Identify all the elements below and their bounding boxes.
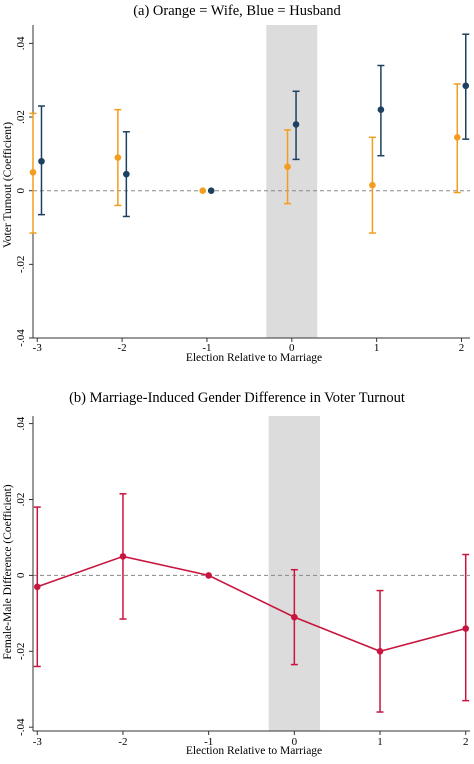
panel-a-y-tick-label: .04 (15, 36, 27, 50)
panel-a-y-tick-label: -.04 (15, 329, 27, 347)
panel-b-x-tick-label: 0 (292, 736, 298, 748)
panel-a-data-point (377, 106, 385, 113)
panel-b-x-tick-label: -3 (33, 736, 43, 748)
panel-b-data-point (462, 625, 470, 632)
panel-a-data-point (29, 168, 37, 176)
panel-a-x-tick-label: 1 (374, 342, 380, 354)
panel-a-data-point (292, 121, 300, 128)
panel-b-x-tick-label: 2 (463, 736, 469, 748)
panel-a-y-tick-label: -.02 (15, 256, 27, 273)
panel-a-data-point (453, 134, 461, 141)
panel-b-y-tick-label: .04 (15, 416, 27, 430)
panel-a-y-tick-label: 0 (15, 187, 27, 193)
panel-b-plot-layer (29, 416, 470, 735)
panel-a-x-tick-label: 2 (459, 342, 465, 354)
panel-a-plot-layer (29, 25, 470, 342)
panel-a-x-tick-label: -3 (33, 342, 43, 354)
panel-b-xlabel: Election Relative to Marriage (186, 745, 322, 757)
panel-a-data-point (123, 170, 130, 178)
panel-b-ylabel: Female-Male Difference (Coefficient) (2, 484, 14, 659)
panel-b-y-tick-label: -.02 (15, 643, 27, 660)
panel-b-x-tick-label: -1 (204, 736, 213, 748)
panel-b-data-point (291, 613, 298, 621)
panel-b-data-point (33, 583, 41, 591)
panel-b-data-point (376, 648, 384, 655)
panel-b-series-line (37, 555, 466, 653)
panel-a-data-point (462, 82, 470, 90)
panel-a-data-point (199, 187, 207, 195)
panel-b: (b) Marriage-Induced Gender Difference i… (2, 390, 470, 757)
panel-a-data-point (207, 187, 215, 195)
panel-a-data-point (284, 163, 291, 171)
panel-a-y-tick-label: .02 (15, 110, 27, 124)
panel-b-data-point (119, 553, 127, 560)
panel-b-x-tick-label: 1 (377, 736, 383, 748)
panel-a-shaded-region (266, 25, 318, 338)
panel-a-x-tick-label: -2 (118, 342, 127, 354)
panel-a-x-tick-label: 0 (289, 342, 295, 354)
panel-a-ylabel: Voter Turnout (Coefficient) (2, 122, 14, 248)
panel-b-x-tick-label: -2 (118, 736, 127, 748)
panel-a-data-point (114, 154, 122, 161)
panel-b-y-tick-label: -.04 (15, 718, 27, 736)
panel-a-data-point (369, 181, 376, 189)
panel-b-y-tick-label: .02 (15, 493, 27, 507)
panel-a-data-point (38, 157, 45, 165)
panel-a: (a) Orange = Wife, Blue = Husband Voter … (2, 3, 470, 364)
panel-a-title: (a) Orange = Wife, Blue = Husband (133, 3, 341, 19)
panel-b-data-point (205, 572, 212, 579)
panel-a-xlabel: Election Relative to Marriage (186, 352, 322, 364)
panel-b-title: (b) Marriage-Induced Gender Difference i… (69, 390, 405, 406)
panel-b-y-tick-label: 0 (15, 572, 27, 578)
panel-a-x-tick-label: -1 (202, 342, 211, 354)
